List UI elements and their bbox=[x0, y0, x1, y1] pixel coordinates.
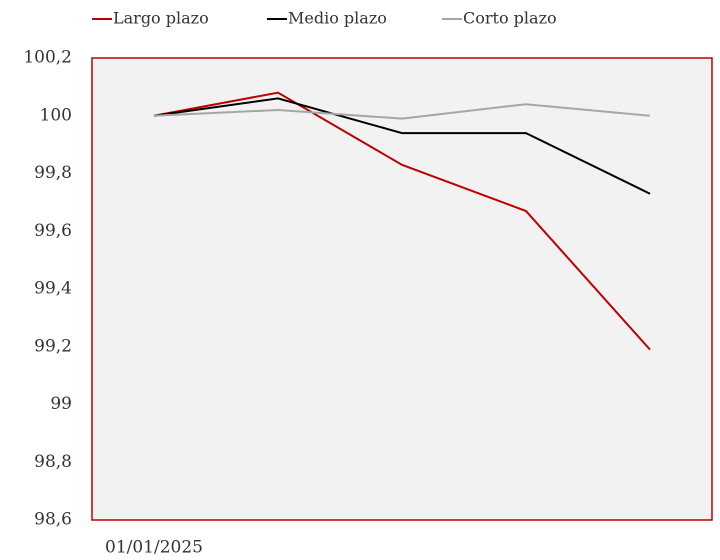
y-tick-label: 99,4 bbox=[34, 279, 72, 299]
y-tick-label: 98,8 bbox=[34, 452, 72, 472]
legend-label: Medio plazo bbox=[288, 9, 387, 28]
y-tick-label: 100,2 bbox=[23, 48, 72, 68]
x-tick-label: 01/01/2025 bbox=[105, 538, 203, 558]
legend-label: Corto plazo bbox=[463, 9, 557, 28]
y-tick-label: 100 bbox=[40, 105, 72, 125]
series-line bbox=[153, 91, 651, 351]
y-tick-label: 99 bbox=[50, 394, 72, 414]
series-line bbox=[153, 103, 651, 120]
plot-area bbox=[91, 57, 713, 521]
y-tick-label: 98,6 bbox=[34, 510, 72, 530]
legend-label: Largo plazo bbox=[113, 9, 209, 28]
y-tick-label: 99,8 bbox=[34, 163, 72, 183]
series-line bbox=[153, 97, 651, 195]
y-tick-label: 99,2 bbox=[34, 336, 72, 356]
y-tick-label: 99,6 bbox=[34, 221, 72, 241]
